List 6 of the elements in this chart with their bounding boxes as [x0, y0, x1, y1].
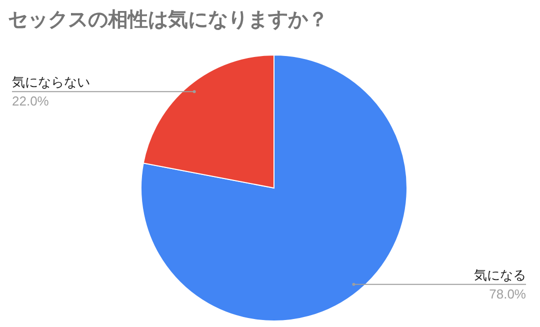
pie-slice [140, 54, 408, 322]
chart-title: セックスの相性は気になりますか？ [8, 6, 328, 33]
data-label: 22.0% [12, 94, 50, 109]
slice-label: 気になる [474, 268, 526, 284]
slice-label: 気にならない [12, 76, 90, 91]
data-label: 78.0% [489, 286, 526, 302]
